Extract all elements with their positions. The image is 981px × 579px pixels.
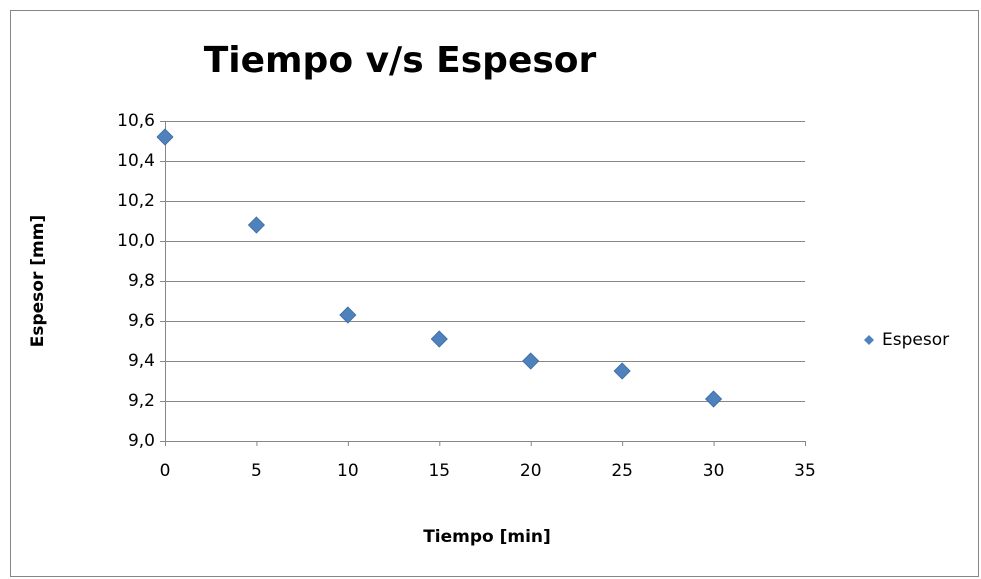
data-point [522, 352, 540, 370]
y-tick-label: 9,4 [128, 351, 155, 371]
data-point [156, 128, 174, 146]
x-tick-label: 30 [703, 461, 725, 481]
y-tick-label: 9,2 [128, 391, 155, 411]
y-tick-label: 9,0 [128, 431, 155, 451]
data-point [430, 330, 448, 348]
data-point [705, 390, 723, 408]
x-tick-label: 15 [428, 461, 450, 481]
x-tick-label: 20 [520, 461, 542, 481]
y-tick-label: 9,6 [128, 311, 155, 331]
y-tick-label: 10,2 [117, 191, 155, 211]
x-tick-label: 5 [251, 461, 262, 481]
data-point [247, 216, 265, 234]
x-axis-label: Tiempo [min] [423, 527, 551, 547]
chart-title: Tiempo v/s Espesor [204, 40, 597, 81]
x-tick-label: 10 [337, 461, 359, 481]
data-point [339, 306, 357, 324]
x-tick-label: 0 [160, 461, 171, 481]
x-tick-label: 25 [611, 461, 633, 481]
y-tick-label: 9,8 [128, 271, 155, 291]
legend-marker [864, 335, 874, 345]
legend-label: Espesor [882, 330, 949, 350]
y-tick-label: 10,0 [117, 231, 155, 251]
y-tick-label: 10,6 [117, 111, 155, 131]
chart-border [10, 10, 979, 577]
y-tick-label: 10,4 [117, 151, 155, 171]
y-axis-label: Espesor [mm] [28, 215, 48, 348]
x-tick-label: 35 [794, 461, 816, 481]
data-point [613, 362, 631, 380]
